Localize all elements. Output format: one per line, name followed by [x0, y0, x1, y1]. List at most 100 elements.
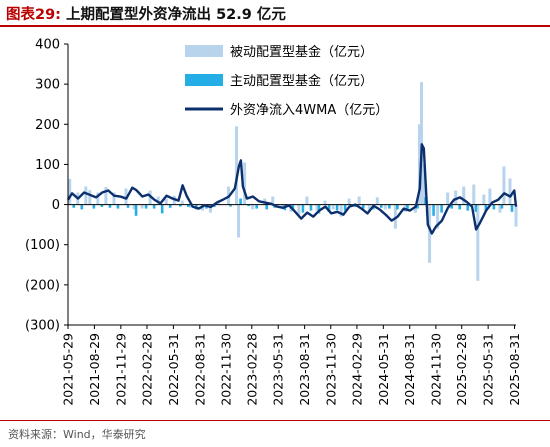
active-fund-bar	[291, 204, 295, 210]
passive-fund-bar	[498, 204, 502, 213]
active-fund-bar	[450, 204, 453, 209]
passive-fund-bar	[323, 200, 327, 205]
x-tick-label: 2022-02-28	[139, 333, 154, 406]
passive-fund-bar	[243, 162, 247, 205]
passive-fund-bar	[482, 194, 486, 205]
passive-fund-bar	[462, 186, 466, 205]
active-fund-bar	[301, 204, 305, 213]
active-fund-bar	[229, 204, 232, 207]
active-fund-bar	[492, 204, 496, 210]
y-tick-label: (300)	[25, 319, 60, 334]
passive-fund-bar	[488, 188, 492, 205]
active-fund-bar	[406, 204, 409, 211]
active-fund-bar	[396, 204, 399, 210]
active-fund-bar	[152, 204, 156, 209]
active-fund-bar	[126, 204, 130, 208]
figure-label: 图表29:	[6, 7, 61, 23]
active-fund-bar	[432, 204, 435, 216]
active-fund-bar	[466, 204, 470, 211]
passive-fund-bar	[112, 192, 116, 205]
x-tick-label: 2024-08-31	[402, 333, 417, 406]
passive-fund-bar	[413, 204, 417, 213]
legend-swatch	[185, 74, 223, 86]
legend-swatch	[185, 45, 223, 57]
x-tick-label: 2025-08-31	[507, 333, 522, 406]
active-fund-bar	[458, 204, 462, 210]
active-fund-bar	[343, 204, 347, 211]
x-tick-label: 2023-02-28	[244, 333, 259, 406]
active-fund-bar	[335, 204, 339, 211]
active-fund-bar	[484, 204, 488, 211]
passive-fund-bar	[383, 204, 387, 210]
passive-fund-bar	[251, 204, 255, 210]
active-fund-bar	[309, 204, 313, 211]
passive-fund-bar	[357, 196, 361, 205]
passive-fund-bar	[88, 190, 92, 205]
passive-fund-bar	[446, 192, 450, 205]
net-inflow-4wma-line	[66, 143, 518, 235]
x-tick-label: 2024-02-29	[349, 333, 364, 406]
active-fund-bar	[92, 204, 96, 209]
title-rule	[0, 25, 550, 27]
passive-fund-bar	[96, 192, 100, 205]
passive-fund-bar	[188, 204, 192, 208]
x-tick-label: 2021-11-29	[113, 333, 128, 406]
y-tick-label: 400	[35, 38, 60, 53]
passive-fund-bar	[367, 204, 371, 211]
passive-fund-bar	[180, 200, 184, 205]
x-tick-label: 2025-02-28	[454, 333, 469, 406]
active-fund-bar	[500, 204, 504, 209]
active-fund-bar	[116, 204, 120, 209]
passive-fund-bar	[476, 204, 480, 281]
passive-fund-bar	[237, 204, 241, 238]
active-fund-bar	[265, 204, 269, 210]
passive-fund-bar	[305, 196, 309, 205]
passive-fund-bar	[84, 186, 88, 205]
passive-fund-bar	[164, 198, 168, 205]
x-tick-label: 2024-05-31	[376, 333, 391, 406]
x-tick-label: 2024-11-30	[428, 333, 443, 406]
legend-label: 主动配置型基金（亿元）	[230, 73, 373, 89]
passive-fund-bar	[422, 164, 426, 205]
passive-fund-bar	[132, 204, 136, 210]
figure-title-text: 上期配置型外资净流出 52.9 亿元	[66, 7, 286, 23]
active-fund-bar	[317, 204, 321, 214]
passive-fund-bar	[140, 204, 144, 209]
passive-fund-bar	[508, 178, 512, 205]
active-fund-bar	[144, 204, 148, 209]
passive-fund-bar	[514, 204, 518, 227]
active-fund-bar	[100, 204, 104, 207]
y-tick-label: 0	[52, 198, 60, 213]
passive-fund-bar	[436, 204, 440, 229]
passive-fund-bar	[339, 204, 343, 217]
y-tick-label: 200	[35, 118, 60, 133]
active-fund-bar	[160, 204, 164, 214]
passive-fund-bar	[472, 184, 476, 205]
y-tick-label: 300	[35, 78, 60, 93]
passive-fund-bar	[502, 166, 506, 205]
active-fund-bar	[510, 204, 514, 212]
passive-fund-bar	[208, 204, 212, 213]
legend-label: 被动配置型基金（亿元）	[230, 44, 373, 60]
x-tick-label: 2021-05-29	[61, 333, 76, 406]
passive-fund-bar	[393, 204, 397, 229]
y-axis: 400 300 200 100 0 (100) (200) (300)	[25, 38, 69, 334]
active-fund-bar	[255, 204, 258, 209]
active-fund-bar	[327, 204, 331, 212]
active-fund-bar	[178, 204, 182, 207]
legend: 被动配置型基金（亿元） 主动配置型基金（亿元） 外资净流入4WMA（亿元）	[185, 44, 388, 118]
x-axis: 2021-05-29 2021-08-29 2021-11-29 2022-02-28…	[61, 324, 522, 406]
active-fund-bar	[187, 204, 190, 207]
passive-fund-bar	[271, 196, 275, 205]
legend-label: 外资净流入4WMA（亿元）	[230, 103, 388, 118]
x-tick-label: 2022-05-31	[166, 333, 181, 406]
x-tick-label: 2022-08-31	[192, 333, 207, 406]
active-fund-bar	[72, 204, 76, 208]
passive-fund-bar	[454, 190, 458, 205]
passive-fund-bar	[428, 204, 432, 263]
y-tick-label: (100)	[25, 238, 60, 253]
y-tick-label: (200)	[25, 278, 60, 293]
x-tick-label: 2023-11-30	[323, 333, 338, 406]
passive-fund-bar	[347, 198, 351, 205]
